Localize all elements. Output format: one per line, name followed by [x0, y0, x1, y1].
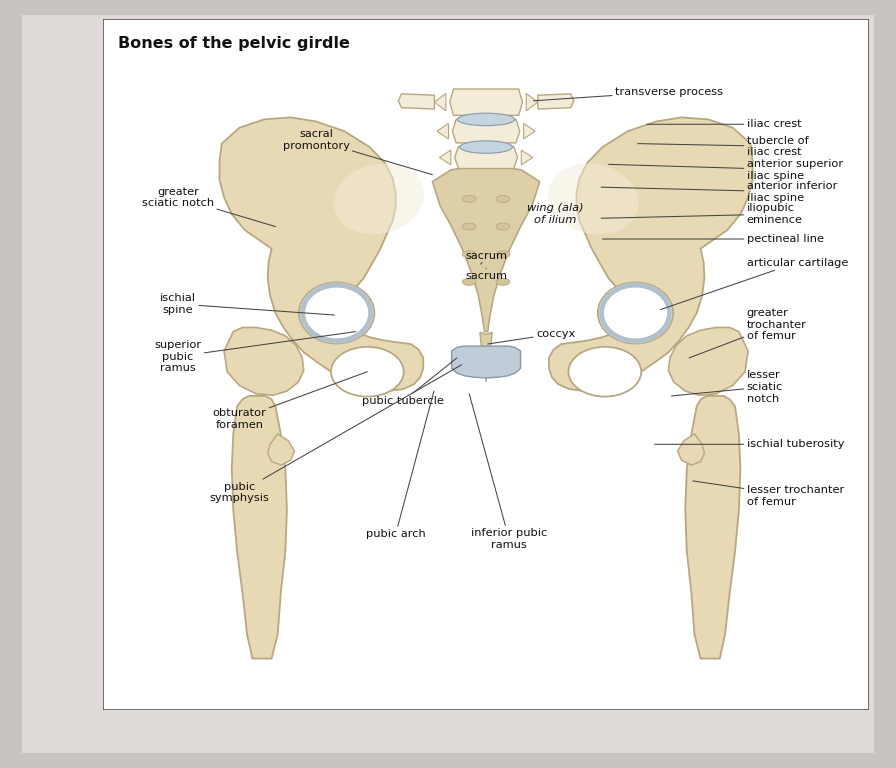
Text: pectineal line: pectineal line [602, 234, 823, 244]
Polygon shape [437, 124, 449, 139]
Text: pubic arch: pubic arch [366, 391, 434, 539]
Polygon shape [224, 327, 304, 396]
Ellipse shape [462, 223, 476, 230]
Ellipse shape [462, 279, 476, 286]
Ellipse shape [496, 196, 510, 203]
Text: greater
sciatic notch: greater sciatic notch [142, 187, 275, 227]
Polygon shape [523, 124, 535, 139]
Ellipse shape [496, 279, 510, 286]
Ellipse shape [496, 251, 510, 258]
Text: iliopubic
eminence: iliopubic eminence [601, 204, 803, 225]
Text: ischial tuberosity: ischial tuberosity [655, 439, 844, 449]
Ellipse shape [460, 141, 513, 154]
Polygon shape [435, 94, 446, 111]
Polygon shape [454, 147, 518, 168]
Text: greater
trochanter
of femur: greater trochanter of femur [689, 308, 806, 358]
Ellipse shape [331, 347, 404, 396]
Ellipse shape [299, 283, 375, 343]
Text: tubercle of
iliac crest: tubercle of iliac crest [638, 136, 808, 157]
Text: wing (ala)
of ilium: wing (ala) of ilium [527, 204, 583, 225]
Text: pubic tubercle: pubic tubercle [362, 358, 457, 406]
Text: anterior superior
iliac spine: anterior superior iliac spine [608, 159, 842, 180]
Text: anterior inferior
iliac spine: anterior inferior iliac spine [601, 181, 837, 203]
Polygon shape [521, 150, 533, 165]
Ellipse shape [333, 164, 424, 234]
Polygon shape [232, 396, 287, 659]
Ellipse shape [462, 251, 476, 258]
Polygon shape [526, 94, 538, 111]
Polygon shape [685, 396, 740, 659]
Text: lesser
sciatic
notch: lesser sciatic notch [671, 370, 783, 403]
Text: obturator
foramen: obturator foramen [212, 372, 367, 429]
Ellipse shape [462, 196, 476, 203]
Ellipse shape [303, 286, 370, 341]
Text: sacrum: sacrum [465, 271, 507, 281]
Text: iliac crest: iliac crest [647, 119, 801, 129]
Polygon shape [268, 434, 295, 465]
Text: Bones of the pelvic girdle: Bones of the pelvic girdle [118, 37, 350, 51]
Text: ischial
spine: ischial spine [160, 293, 334, 315]
Ellipse shape [458, 113, 514, 126]
Ellipse shape [548, 164, 639, 234]
Text: sacrum: sacrum [465, 250, 507, 260]
Polygon shape [399, 94, 435, 109]
Ellipse shape [568, 347, 642, 396]
Text: pubic
symphysis: pubic symphysis [210, 365, 461, 504]
Polygon shape [433, 164, 539, 332]
Polygon shape [220, 118, 423, 391]
Polygon shape [450, 89, 522, 115]
FancyBboxPatch shape [103, 19, 869, 710]
Polygon shape [452, 120, 520, 143]
Text: lesser trochanter
of femur: lesser trochanter of femur [693, 481, 844, 507]
Polygon shape [549, 118, 753, 391]
Polygon shape [538, 94, 573, 109]
Polygon shape [452, 346, 521, 378]
Text: coccyx: coccyx [487, 329, 575, 344]
Polygon shape [439, 150, 451, 165]
Text: articular cartilage: articular cartilage [660, 257, 848, 310]
Ellipse shape [602, 286, 669, 341]
Polygon shape [480, 333, 492, 382]
Polygon shape [677, 434, 704, 465]
Text: inferior pubic
ramus: inferior pubic ramus [470, 394, 547, 550]
Text: transverse process: transverse process [534, 87, 723, 101]
Text: sacral
promontory: sacral promontory [282, 129, 433, 175]
Ellipse shape [496, 223, 510, 230]
Text: superior
pubic
ramus: superior pubic ramus [154, 332, 356, 373]
Polygon shape [668, 327, 748, 396]
FancyBboxPatch shape [22, 15, 874, 753]
Ellipse shape [598, 283, 673, 343]
